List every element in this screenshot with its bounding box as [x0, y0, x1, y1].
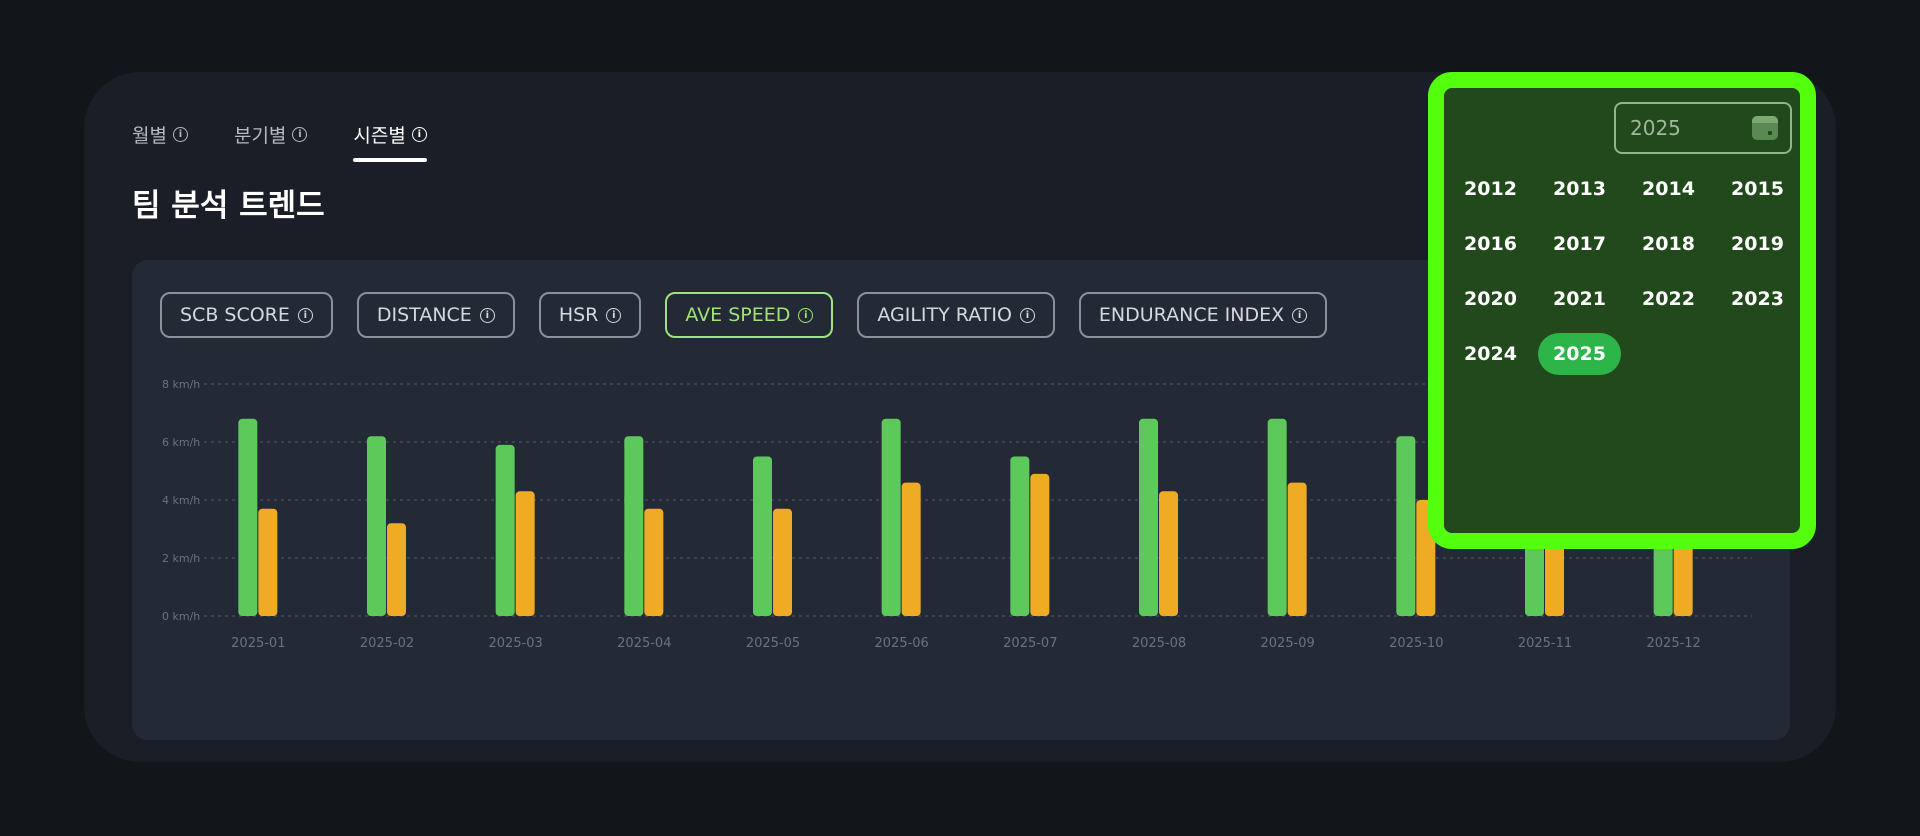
year-option[interactable]: 2015 [1731, 178, 1784, 200]
year-option[interactable]: 2023 [1731, 288, 1784, 310]
info-icon[interactable]: i [798, 307, 814, 323]
tab-label: 분기별 [233, 124, 287, 147]
metric-distance-button[interactable]: DISTANCE i [356, 292, 515, 338]
tab-quarterly[interactable]: 분기별 i [233, 112, 308, 156]
tab-label: 시즌별 [353, 124, 406, 147]
metric-label: HSR [558, 304, 599, 326]
bar-series-1[interactable] [367, 436, 386, 616]
x-tick-label: 2025-02 [360, 636, 414, 651]
info-icon[interactable]: i [292, 126, 308, 142]
metric-label: DISTANCE [376, 304, 472, 326]
x-tick-label: 2025-06 [875, 636, 929, 651]
info-icon[interactable]: i [297, 307, 313, 323]
x-tick-label: 2025-07 [1003, 636, 1057, 651]
y-tick-label: 2 km/h [162, 552, 200, 565]
info-icon[interactable]: i [1292, 307, 1308, 323]
metric-hsr-button[interactable]: HSR i [538, 292, 642, 338]
tab-label: 월별 [132, 124, 167, 147]
metric-label: ENDURANCE INDEX [1098, 304, 1285, 326]
metric-selector: SCB SCORE i DISTANCE i HSR i AVE SPEED i… [160, 292, 1328, 338]
x-tick-label: 2025-03 [489, 636, 543, 651]
year-option[interactable]: 2012 [1464, 178, 1517, 200]
year-input[interactable]: 2025 [1614, 102, 1792, 154]
y-tick-label: 4 km/h [162, 494, 200, 507]
period-tabs: 월별 i 분기별 i 시즌별 i [132, 112, 428, 162]
y-tick-label: 6 km/h [162, 436, 200, 449]
bar-series-1[interactable] [881, 418, 901, 616]
metric-agility-ratio-button[interactable]: AGILITY RATIO i [857, 292, 1055, 338]
page-title: 팀 분석 트렌드 [132, 188, 325, 224]
x-tick-label: 2025-04 [617, 636, 671, 651]
bar-series-2[interactable] [387, 523, 406, 616]
bar-series-2[interactable] [1030, 473, 1050, 616]
info-icon[interactable]: i [172, 126, 188, 142]
year-option[interactable]: 2021 [1553, 288, 1606, 310]
x-tick-label: 2025-11 [1518, 636, 1572, 651]
year-option[interactable]: 2019 [1731, 233, 1784, 255]
year-picker-popup: 2025 2012 2013 2014 2015 2016 2017 2018 2019 202… [1428, 72, 1816, 549]
bar-series-1[interactable] [238, 418, 258, 616]
bar-series-1[interactable] [1139, 418, 1158, 616]
x-tick-label: 2025-12 [1647, 636, 1701, 651]
year-option[interactable]: 2020 [1464, 288, 1517, 310]
bar-series-2[interactable] [644, 508, 664, 616]
tab-seasonal[interactable]: 시즌별 i [353, 112, 428, 162]
bar-series-1[interactable] [1010, 456, 1030, 617]
info-icon[interactable]: i [411, 126, 427, 142]
bar-series-1[interactable] [753, 456, 772, 617]
bar-series-1[interactable] [624, 436, 644, 616]
info-icon[interactable]: i [1019, 307, 1035, 323]
x-tick-label: 2025-09 [1261, 636, 1315, 651]
y-tick-label: 0 km/h [162, 610, 200, 623]
metric-label: AVE SPEED [685, 304, 791, 326]
year-input-value: 2025 [1630, 116, 1681, 140]
bar-chart: 0 km/h 2 km/h 4 km/h 6 km/h 8 km/h 2025-01 202… [162, 378, 1752, 651]
x-tick-label: 2025-08 [1132, 636, 1186, 651]
year-option[interactable]: 2018 [1642, 233, 1695, 255]
year-option[interactable]: 2014 [1642, 178, 1695, 200]
year-option[interactable]: 2024 [1464, 343, 1517, 365]
bar-series-1[interactable] [495, 444, 515, 616]
year-option[interactable]: 2013 [1553, 178, 1606, 200]
metric-label: SCB SCORE [180, 304, 290, 326]
metric-ave-speed-button[interactable]: AVE SPEED i [665, 292, 834, 338]
bar-series-2[interactable] [258, 508, 278, 616]
bar-series-2[interactable] [515, 491, 535, 616]
bar-series-2[interactable] [773, 508, 792, 616]
bar-series-2[interactable] [1287, 482, 1307, 616]
year-grid: 2012 2013 2014 2015 2016 2017 2018 2019 2020 2021… [1446, 168, 1802, 375]
metric-label: AGILITY RATIO [877, 304, 1012, 326]
y-tick-label: 8 km/h [162, 378, 200, 391]
x-tick-label: 2025-10 [1389, 636, 1443, 651]
bar-series-1[interactable] [1396, 436, 1416, 616]
metric-scb-score-button[interactable]: SCB SCORE i [160, 292, 333, 338]
info-icon[interactable]: i [606, 307, 622, 323]
year-option[interactable]: 2025 [1538, 333, 1621, 375]
bar-series-2[interactable] [901, 482, 921, 616]
x-tick-label: 2025-05 [746, 636, 800, 651]
info-icon[interactable]: i [479, 307, 495, 323]
x-tick-label: 2025-01 [231, 636, 285, 651]
calendar-icon[interactable] [1752, 116, 1778, 140]
metric-endurance-index-button[interactable]: ENDURANCE INDEX i [1078, 292, 1328, 338]
year-option[interactable]: 2022 [1642, 288, 1695, 310]
bar-series-2[interactable] [1159, 491, 1178, 616]
tab-monthly[interactable]: 월별 i [132, 112, 188, 156]
year-option[interactable]: 2016 [1464, 233, 1517, 255]
bar-series-1[interactable] [1267, 418, 1287, 616]
year-option[interactable]: 2017 [1553, 233, 1606, 255]
